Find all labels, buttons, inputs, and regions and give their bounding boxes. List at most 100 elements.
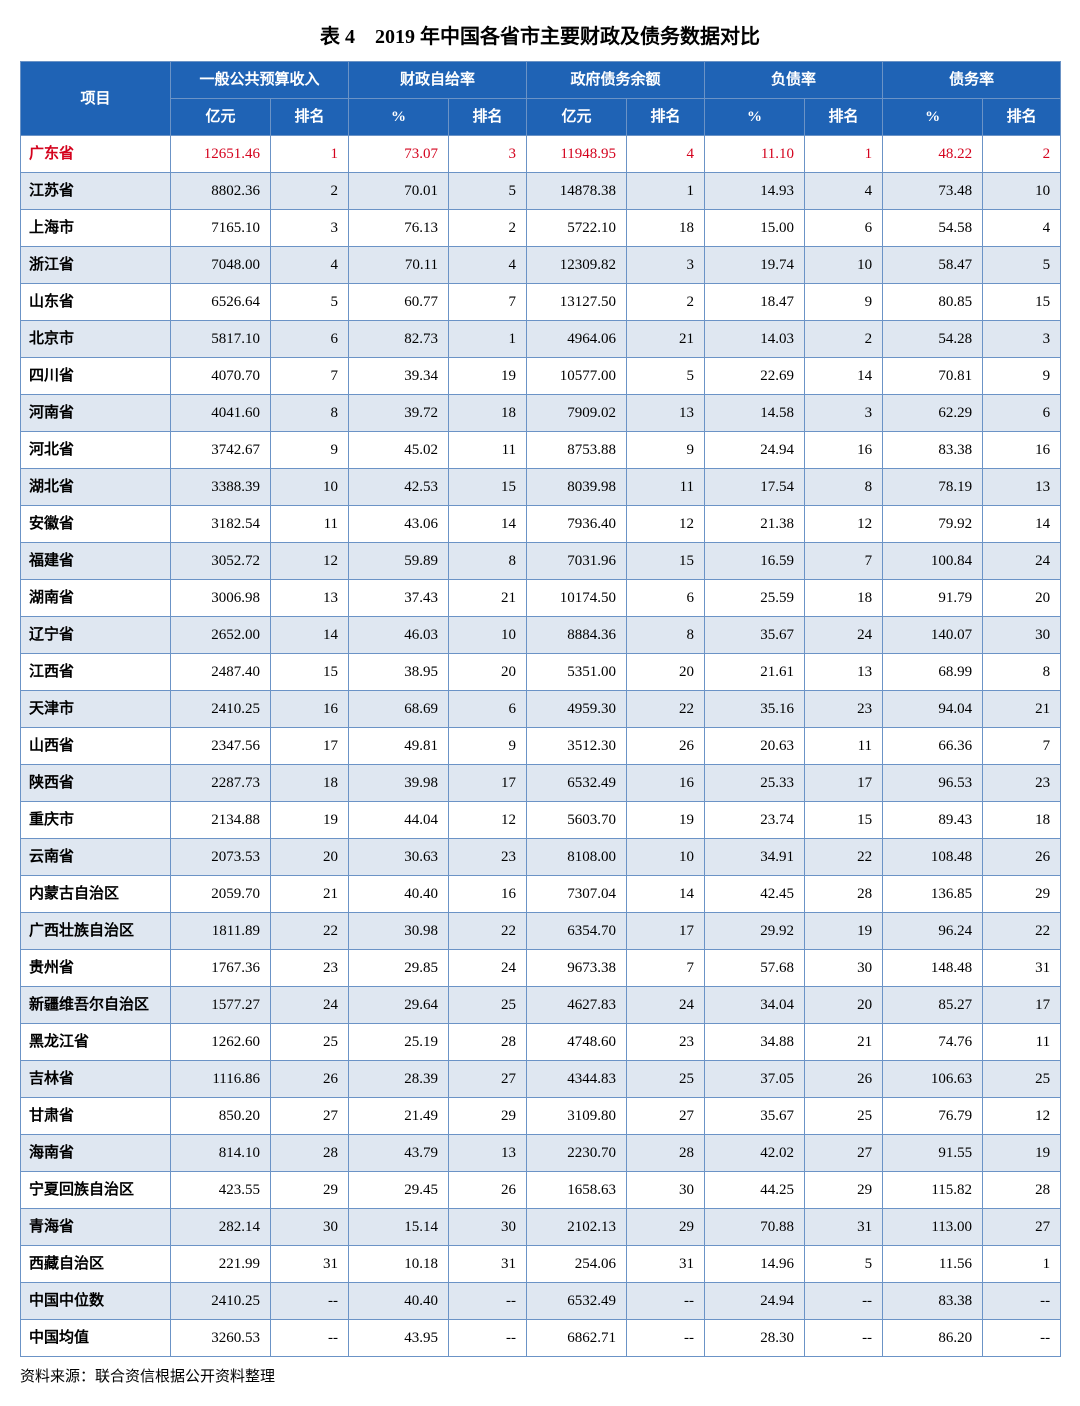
cell: 27	[805, 1135, 883, 1172]
table-row: 吉林省1116.862628.39274344.832537.0526106.6…	[21, 1061, 1061, 1098]
cell: 70.01	[349, 173, 449, 210]
cell: 80.85	[883, 284, 983, 321]
table-row: 新疆维吾尔自治区1577.272429.64254627.832434.0420…	[21, 987, 1061, 1024]
cell: 12	[983, 1098, 1061, 1135]
cell: --	[805, 1320, 883, 1357]
cell: 14.93	[705, 173, 805, 210]
cell: 38.95	[349, 654, 449, 691]
cell: 10	[449, 617, 527, 654]
cell: 19	[271, 802, 349, 839]
cell: 814.10	[171, 1135, 271, 1172]
row-name: 四川省	[21, 358, 171, 395]
cell: 11	[805, 728, 883, 765]
cell: 23	[983, 765, 1061, 802]
col-sub-4-0: %	[883, 99, 983, 136]
cell: 14.58	[705, 395, 805, 432]
cell: 85.27	[883, 987, 983, 1024]
cell: --	[627, 1283, 705, 1320]
source-note: 资料来源：联合资信根据公开资料整理	[20, 1365, 1060, 1386]
cell: 21	[805, 1024, 883, 1061]
cell: 5	[627, 358, 705, 395]
row-name: 广西壮族自治区	[21, 913, 171, 950]
cell: 2347.56	[171, 728, 271, 765]
cell: 2652.00	[171, 617, 271, 654]
cell: 35.67	[705, 1098, 805, 1135]
cell: 37.05	[705, 1061, 805, 1098]
cell: 44.25	[705, 1172, 805, 1209]
cell: 29	[449, 1098, 527, 1135]
cell: 4	[449, 247, 527, 284]
cell: 28.39	[349, 1061, 449, 1098]
cell: 11	[627, 469, 705, 506]
cell: 4964.06	[527, 321, 627, 358]
cell: 22	[805, 839, 883, 876]
table-row: 云南省2073.532030.63238108.001034.9122108.4…	[21, 839, 1061, 876]
col-sub-4-1: 排名	[983, 99, 1061, 136]
table-header: 项目 一般公共预算收入 财政自给率 政府债务余额 负债率 债务率 亿元排名%排名…	[21, 62, 1061, 136]
row-name: 西藏自治区	[21, 1246, 171, 1283]
table-row: 中国中位数2410.25--40.40--6532.49--24.94--83.…	[21, 1283, 1061, 1320]
cell: 12	[271, 543, 349, 580]
cell: 17	[271, 728, 349, 765]
cell: 68.69	[349, 691, 449, 728]
cell: 23	[449, 839, 527, 876]
cell: 70.11	[349, 247, 449, 284]
row-name: 新疆维吾尔自治区	[21, 987, 171, 1024]
cell: 78.19	[883, 469, 983, 506]
row-name: 河南省	[21, 395, 171, 432]
cell: 4070.70	[171, 358, 271, 395]
table-body: 广东省12651.46173.07311948.95411.10148.222江…	[21, 136, 1061, 1357]
cell: 76.13	[349, 210, 449, 247]
cell: 30	[805, 950, 883, 987]
cell: 28	[449, 1024, 527, 1061]
cell: 282.14	[171, 1209, 271, 1246]
cell: 31	[271, 1246, 349, 1283]
cell: 29	[271, 1172, 349, 1209]
cell: 11.10	[705, 136, 805, 173]
cell: 29	[983, 876, 1061, 913]
cell: 91.79	[883, 580, 983, 617]
cell: 24	[271, 987, 349, 1024]
cell: 24	[627, 987, 705, 1024]
cell: 34.91	[705, 839, 805, 876]
cell: 1	[627, 173, 705, 210]
col-group-3: 负债率	[705, 62, 883, 99]
cell: 13	[983, 469, 1061, 506]
cell: 17	[449, 765, 527, 802]
cell: 7	[271, 358, 349, 395]
cell: 30.63	[349, 839, 449, 876]
cell: 20	[271, 839, 349, 876]
cell: 29.85	[349, 950, 449, 987]
cell: 11948.95	[527, 136, 627, 173]
cell: 850.20	[171, 1098, 271, 1135]
cell: 46.03	[349, 617, 449, 654]
cell: 18.47	[705, 284, 805, 321]
cell: 12	[627, 506, 705, 543]
col-sub-1-0: %	[349, 99, 449, 136]
cell: 24.94	[705, 432, 805, 469]
cell: 62.29	[883, 395, 983, 432]
cell: 4	[805, 173, 883, 210]
cell: 16	[449, 876, 527, 913]
cell: 12	[449, 802, 527, 839]
table-row: 甘肃省850.202721.49293109.802735.672576.791…	[21, 1098, 1061, 1135]
cell: 48.22	[883, 136, 983, 173]
cell: 20	[983, 580, 1061, 617]
cell: 15.14	[349, 1209, 449, 1246]
cell: 83.38	[883, 432, 983, 469]
cell: 6	[271, 321, 349, 358]
cell: 5	[983, 247, 1061, 284]
cell: 19	[627, 802, 705, 839]
row-name: 云南省	[21, 839, 171, 876]
cell: 11	[271, 506, 349, 543]
row-name: 江西省	[21, 654, 171, 691]
cell: 1	[983, 1246, 1061, 1283]
col-group-2: 政府债务余额	[527, 62, 705, 99]
cell: 18	[983, 802, 1061, 839]
cell: 19	[805, 913, 883, 950]
cell: 29	[627, 1209, 705, 1246]
cell: 40.40	[349, 1283, 449, 1320]
row-name: 浙江省	[21, 247, 171, 284]
cell: 30	[271, 1209, 349, 1246]
row-name: 吉林省	[21, 1061, 171, 1098]
